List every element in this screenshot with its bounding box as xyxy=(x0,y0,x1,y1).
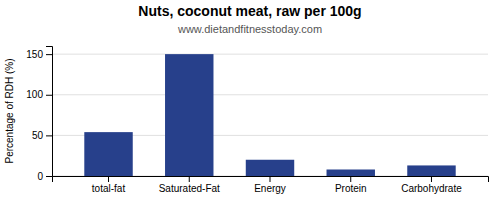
y-tick: 0 xyxy=(37,171,52,182)
grid xyxy=(52,54,488,176)
x-tick-label: Carbohydrate xyxy=(401,183,462,194)
grid-line xyxy=(52,54,488,55)
y-tick-mark xyxy=(46,176,52,177)
plot: 0 50 100 150 total-fat Saturated-Fat Energy Pro… xyxy=(26,47,488,195)
y-tick-mark xyxy=(46,54,52,55)
x-axis-line xyxy=(53,177,489,183)
bar xyxy=(327,170,375,177)
y-tick-mark xyxy=(46,95,52,96)
bar xyxy=(84,132,132,176)
y-tick: 150 xyxy=(26,49,52,60)
chart-container: Nuts, coconut meat, raw per 100g www.diet… xyxy=(0,0,500,200)
x-tick-label: total-fat xyxy=(92,183,126,194)
y-axis-title: Percentage of RDH (%) xyxy=(4,58,15,163)
x-tick: Carbohydrate xyxy=(401,176,462,194)
y-axis: 0 50 100 150 xyxy=(26,47,52,182)
x-tick-label: Energy xyxy=(254,183,286,194)
y-tick-mark xyxy=(46,135,52,136)
x-tick: Saturated-Fat xyxy=(159,176,220,194)
y-axis-line xyxy=(46,47,53,177)
x-tick-label: Protein xyxy=(335,183,367,194)
subtitle: www.dietandfitnesstoday.com xyxy=(177,23,322,35)
x-axis: total-fat Saturated-Fat Energy Protein Carbo… xyxy=(53,176,489,194)
y-tick-label: 100 xyxy=(26,89,43,100)
x-tick-label: Saturated-Fat xyxy=(159,183,220,194)
y-tick-label: 0 xyxy=(37,171,43,182)
x-tick-mark xyxy=(350,176,351,182)
y-tick: 50 xyxy=(32,130,52,141)
bar xyxy=(246,160,294,176)
y-tick: 100 xyxy=(26,89,52,100)
bar xyxy=(407,165,455,176)
title: Nuts, coconut meat, raw per 100g xyxy=(138,3,361,19)
x-tick: Protein xyxy=(335,176,367,194)
x-tick-mark xyxy=(431,176,432,182)
y-tick-label: 150 xyxy=(26,49,43,60)
x-tick-mark xyxy=(108,176,109,182)
bar xyxy=(165,54,213,176)
y-tick-label: 50 xyxy=(32,130,44,141)
x-tick: total-fat xyxy=(92,176,126,194)
chart-svg: Nuts, coconut meat, raw per 100g www.diet… xyxy=(0,0,500,200)
x-tick-mark xyxy=(270,176,271,182)
grid-line xyxy=(52,94,488,95)
bars xyxy=(84,54,455,176)
x-tick: Energy xyxy=(254,176,286,194)
x-tick-mark xyxy=(189,176,190,182)
